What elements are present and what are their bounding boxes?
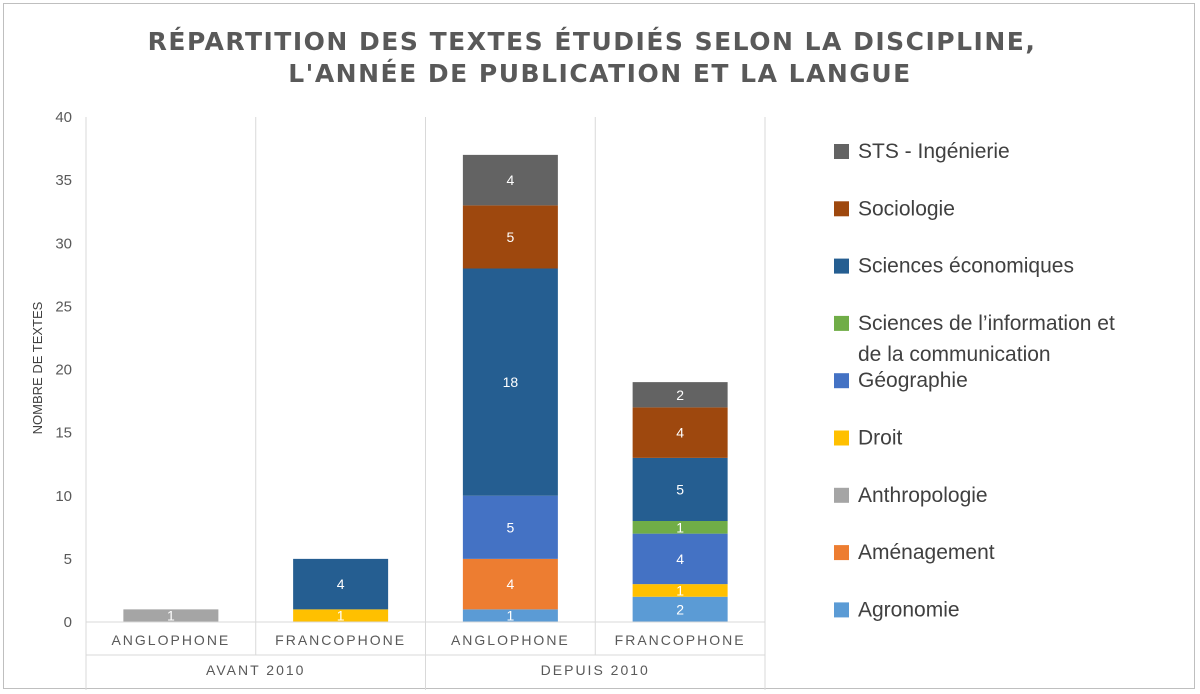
legend-swatch-amenagement [834, 545, 849, 561]
bar-segment-agronomie [632, 596, 728, 622]
data-label-sts-ingenierie: 2 [676, 387, 684, 403]
data-label-sts-ingenierie: 4 [506, 172, 514, 188]
legend-label-sts-ingenierie: STS - Ingénierie [858, 140, 1010, 163]
bar-segment-amenagement [462, 558, 558, 610]
y-tick-label: 10 [55, 488, 72, 505]
x-group-label: AVANT 2010 [206, 662, 305, 678]
bar-segment-sts-ingenierie [462, 154, 558, 206]
data-label-sciences-economiques: 18 [503, 374, 519, 390]
legend-label-geographie: Géographie [858, 369, 968, 392]
bar-segment-droit [293, 609, 389, 622]
data-label-droit: 1 [337, 608, 345, 624]
legend-swatch-geographie [834, 373, 849, 389]
x-category-label: FRANCOPHONE [275, 632, 406, 648]
legend-swatch-sciences-de-l-information-et-de-la-communication [834, 315, 849, 331]
bar-segment-geographie [462, 495, 558, 559]
x-category-label: ANGLOPHONE [111, 632, 230, 648]
bar-segment-sociologie [632, 407, 728, 458]
bar-segment-sciences-economiques [632, 457, 728, 521]
x-group-label: DEPUIS 2010 [541, 662, 650, 678]
legend-label-agronomie: Agronomie [858, 598, 960, 621]
bar-segment-sciences-de-l-information-et-de-la-communication [632, 521, 728, 534]
legend-label-sciences-de-l-information-et-de-la-communication: de la communication [858, 343, 1051, 366]
legend-swatch-sts-ingenierie [834, 144, 849, 159]
data-label-geographie: 5 [506, 519, 514, 535]
legend-swatch-sociologie [834, 201, 849, 217]
legend-swatch-anthropologie [834, 487, 849, 503]
data-label-geographie: 4 [676, 551, 684, 567]
bar-segment-geographie [632, 533, 728, 585]
legend-label-anthropologie: Anthropologie [858, 484, 988, 507]
data-label-sociologie: 5 [506, 229, 514, 245]
y-tick-label: 35 [55, 172, 72, 189]
chart-frame [3, 3, 1195, 689]
data-label-anthropologie: 1 [167, 608, 175, 624]
data-label-sociologie: 4 [676, 425, 684, 441]
y-tick-label: 40 [55, 109, 72, 126]
data-label-sciences-economiques: 5 [676, 481, 684, 497]
x-category-label: FRANCOPHONE [615, 632, 746, 648]
bar-segment-anthropologie [123, 609, 219, 622]
x-category-label: ANGLOPHONE [451, 632, 570, 648]
legend-swatch-sciences-economiques [834, 258, 849, 274]
y-tick-label: 15 [55, 425, 72, 442]
y-tick-label: 30 [55, 235, 72, 252]
bar-segment-sociologie [462, 205, 558, 269]
chart-title-line-1: RÉPARTITION DES TEXTES ÉTUDIÉS SELON LA … [148, 27, 1037, 56]
bar-segment-sciences-economiques [293, 558, 389, 610]
data-label-amenagement: 4 [506, 576, 514, 592]
y-tick-label: 20 [55, 362, 72, 379]
bar-segment-droit [632, 584, 728, 597]
data-label-droit: 1 [676, 582, 684, 598]
data-label-sciences-de-l-information-et-de-la-communication: 1 [676, 519, 684, 535]
legend-label-sociologie: Sociologie [858, 197, 955, 220]
legend-label-sciences-de-l-information-et-de-la-communication: Sciences de l’information et [858, 312, 1115, 335]
data-label-agronomie: 1 [506, 608, 514, 624]
data-label-agronomie: 2 [676, 601, 684, 617]
legend-swatch-droit [834, 430, 849, 446]
legend-swatch-agronomie [834, 602, 849, 618]
legend-label-amenagement: Aménagement [858, 541, 995, 564]
bar-segment-agronomie [462, 609, 558, 622]
bar-segment-sts-ingenierie [632, 382, 728, 408]
bar-segment-sciences-economiques [462, 268, 558, 496]
y-tick-label: 0 [64, 614, 72, 631]
legend-label-droit: Droit [858, 427, 903, 450]
data-label-sciences-economiques: 4 [337, 576, 345, 592]
y-axis-label: NOMBRE DE TEXTES [30, 301, 45, 434]
chart-title-line-2: L'ANNÉE DE PUBLICATION ET LA LANGUE [288, 59, 911, 88]
legend-label-sciences-economiques: Sciences économiques [858, 255, 1074, 278]
y-tick-label: 25 [55, 298, 72, 315]
y-tick-label: 5 [64, 551, 72, 568]
